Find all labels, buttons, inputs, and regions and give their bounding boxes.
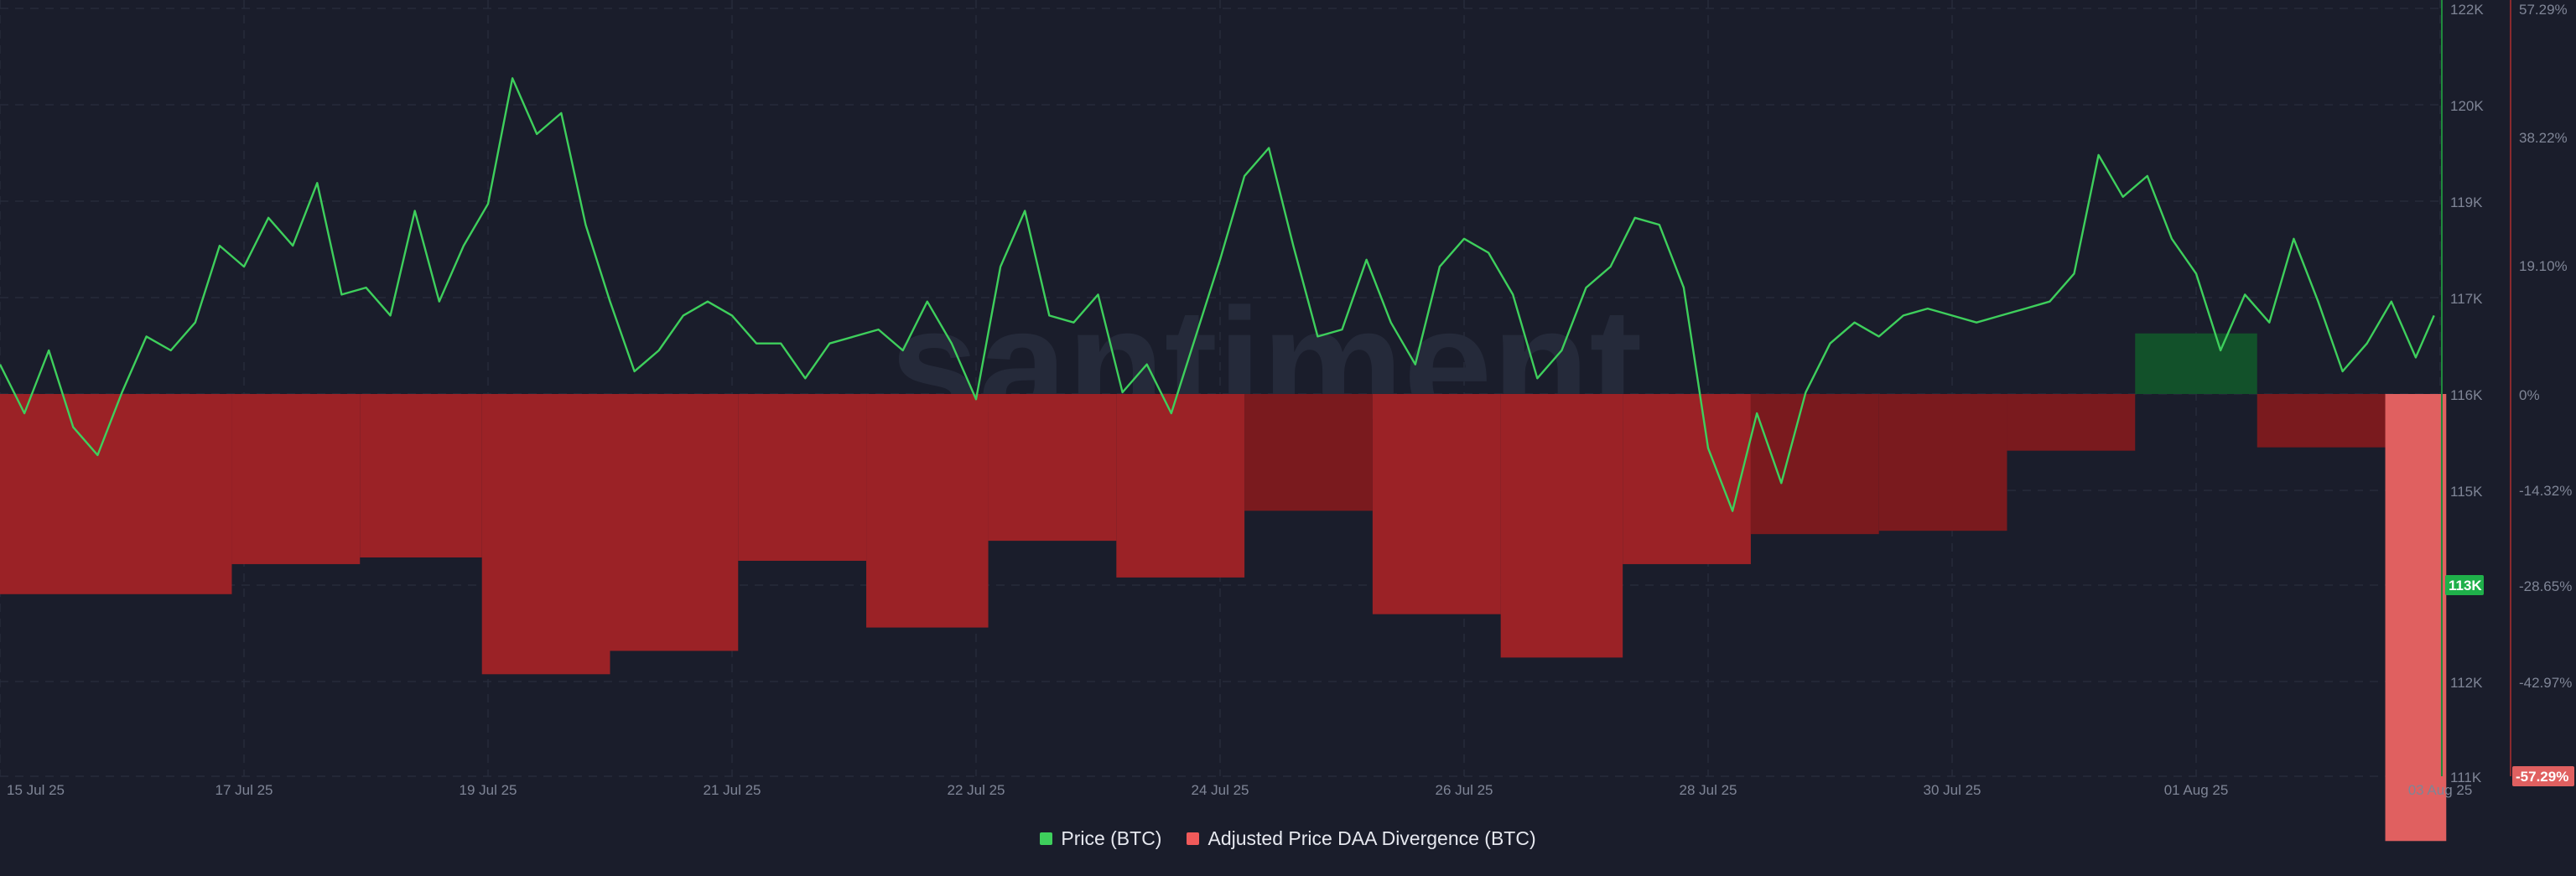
divergence-bar bbox=[231, 394, 361, 564]
price-tick-label: 120K bbox=[2450, 98, 2484, 114]
divergence-bar bbox=[2135, 333, 2257, 394]
divergence-tick-label: 19.10% bbox=[2519, 258, 2568, 274]
divergence-bar bbox=[1116, 394, 1245, 578]
divergence-bar bbox=[1750, 394, 1879, 535]
legend-label-price: Price (BTC) bbox=[1061, 827, 1162, 849]
current-price-label: 113K bbox=[2449, 578, 2482, 594]
price-line bbox=[0, 77, 2435, 512]
x-tick-label: 01 Aug 25 bbox=[2164, 782, 2229, 798]
x-tick-label: 21 Jul 25 bbox=[704, 782, 761, 798]
divergence-bar bbox=[481, 394, 610, 675]
price-tick-label: 116K bbox=[2450, 387, 2483, 403]
divergence-bar bbox=[2385, 394, 2447, 842]
divergence-tick-label: 0% bbox=[2519, 387, 2540, 403]
x-tick-label: 30 Jul 25 bbox=[1924, 782, 1981, 798]
divergence-bar bbox=[1372, 394, 1501, 614]
divergence-bar bbox=[2007, 394, 2136, 451]
legend-item-price[interactable]: Price (BTC) bbox=[1040, 827, 1161, 850]
divergence-tick-label: 38.22% bbox=[2519, 130, 2568, 146]
min-divergence-badge bbox=[2512, 766, 2574, 786]
divergence-bar bbox=[738, 394, 867, 561]
divergence-bar bbox=[1878, 394, 2007, 531]
price-tick-label: 111K bbox=[2450, 770, 2482, 785]
price-tick-label: 122K bbox=[2450, 2, 2484, 18]
x-tick-label: 17 Jul 25 bbox=[216, 782, 273, 798]
price-tick-label: 119K bbox=[2450, 194, 2483, 210]
price-tick-label: 117K bbox=[2450, 291, 2483, 307]
divergence-bars bbox=[0, 333, 2447, 842]
x-tick-label: 22 Jul 25 bbox=[948, 782, 1005, 798]
legend-item-divergence[interactable]: Adjusted Price DAA Divergence (BTC) bbox=[1187, 827, 1536, 850]
chart-legend: Price (BTC) Adjusted Price DAA Divergenc… bbox=[0, 823, 2576, 853]
divergence-bar bbox=[866, 394, 989, 628]
divergence-tick-label: -14.32% bbox=[2519, 483, 2572, 499]
divergence-bar bbox=[1623, 394, 1751, 564]
min-divergence-label: -57.29% bbox=[2516, 769, 2568, 785]
divergence-tick-label: -42.97% bbox=[2519, 675, 2572, 691]
divergence-bar bbox=[360, 394, 482, 558]
price-line-layer bbox=[0, 77, 2435, 512]
divergence-tick-label: 57.29% bbox=[2519, 2, 2568, 18]
divergence-tick-label: -28.65% bbox=[2519, 578, 2572, 594]
price-tick-label: 112K bbox=[2450, 675, 2483, 691]
divergence-bar bbox=[1244, 394, 1373, 511]
divergence-bar bbox=[1500, 394, 1623, 658]
current-price-badge bbox=[2445, 575, 2484, 595]
divergence-bar bbox=[988, 394, 1117, 542]
legend-swatch-price bbox=[1040, 832, 1053, 845]
x-tick-label: 19 Jul 25 bbox=[460, 782, 517, 798]
legend-swatch-divergence bbox=[1187, 832, 1200, 845]
x-tick-label: 15 Jul 25 bbox=[7, 782, 65, 798]
price-tick-label: 115K bbox=[2450, 484, 2483, 500]
divergence-bar bbox=[610, 394, 739, 651]
x-tick-label: 24 Jul 25 bbox=[1192, 782, 1249, 798]
x-tick-label: 28 Jul 25 bbox=[1680, 782, 1737, 798]
divergence-bar bbox=[2257, 394, 2386, 448]
divergence-bar bbox=[0, 394, 232, 594]
x-tick-label: 26 Jul 25 bbox=[1436, 782, 1493, 798]
axes-layer: 122K 120K 119K 117K 116K 115K 113K 112K 111K 57.2… bbox=[7, 0, 2574, 798]
legend-label-divergence: Adjusted Price DAA Divergence (BTC) bbox=[1208, 827, 1536, 849]
x-tick-label: 03 Aug 25 bbox=[2408, 782, 2473, 798]
